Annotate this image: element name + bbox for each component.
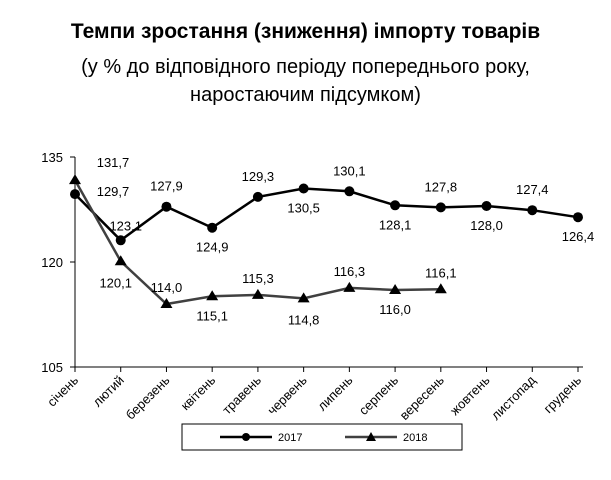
legend-label-2017: 2017 bbox=[278, 432, 302, 444]
data-point-2018 bbox=[297, 292, 310, 303]
data-point-2017 bbox=[161, 201, 172, 212]
data-point-2017 bbox=[298, 183, 309, 194]
data-point-2018 bbox=[206, 290, 219, 301]
data-label-2018: 114,8 bbox=[288, 312, 320, 327]
legend-marker-2017 bbox=[242, 433, 250, 441]
data-label-2018: 115,1 bbox=[196, 308, 228, 323]
data-label-2017: 129,3 bbox=[242, 169, 275, 184]
legend-label-2018: 2018 bbox=[403, 432, 427, 444]
chart-subtitle-line2: наростаючим підсумком) bbox=[190, 84, 421, 106]
data-label-2017: 128,0 bbox=[470, 218, 503, 233]
x-tick-label: жовтень bbox=[447, 372, 493, 418]
x-tick-label: червень bbox=[264, 372, 310, 418]
x-tick-label: вересень bbox=[397, 372, 447, 422]
x-tick-label: лютий bbox=[90, 373, 127, 410]
legend-marker-2018 bbox=[366, 432, 376, 441]
data-label-2018: 131,7 bbox=[97, 155, 130, 170]
x-tick-label: березень bbox=[123, 372, 173, 422]
x-tick-label: липень bbox=[314, 372, 355, 413]
data-point-2018 bbox=[434, 283, 447, 294]
y-tick-label: 105 bbox=[41, 360, 63, 375]
data-point-2017 bbox=[344, 186, 355, 197]
data-label-2017: 123,1 bbox=[109, 218, 142, 233]
chart-title: Темпи зростання (зниження) імпорту товар… bbox=[70, 20, 541, 43]
data-point-2017 bbox=[435, 202, 446, 213]
x-tick-label: грудень bbox=[541, 372, 585, 416]
data-point-2017 bbox=[115, 235, 126, 246]
x-tick-label: квітень bbox=[178, 372, 219, 413]
data-label-2017: 127,4 bbox=[516, 182, 549, 197]
data-point-2017 bbox=[70, 189, 80, 200]
data-point-2018 bbox=[114, 255, 127, 266]
y-tick-label: 120 bbox=[41, 255, 63, 270]
x-tick-label: серпень bbox=[356, 372, 402, 418]
x-tick-label: листопад bbox=[488, 372, 539, 423]
data-point-2017 bbox=[252, 191, 263, 202]
data-point-2018 bbox=[389, 284, 402, 294]
data-label-2017: 129,7 bbox=[97, 184, 130, 199]
data-point-2018 bbox=[343, 281, 356, 292]
data-label-2017: 130,5 bbox=[287, 201, 320, 216]
data-point-2017 bbox=[527, 205, 538, 216]
data-label-2018: 115,3 bbox=[242, 271, 274, 286]
data-label-2018: 114,0 bbox=[151, 280, 183, 295]
data-point-2017 bbox=[573, 212, 583, 223]
y-tick-label: 135 bbox=[41, 150, 63, 165]
data-point-2017 bbox=[481, 201, 492, 211]
data-label-2018: 120,1 bbox=[99, 275, 132, 290]
chart-subtitle-line1: (у % до відповідного періоду попередньог… bbox=[81, 56, 530, 78]
data-label-2017: 128,1 bbox=[379, 217, 412, 232]
data-label-2017: 130,1 bbox=[333, 163, 366, 178]
data-label-2018: 116,1 bbox=[425, 265, 457, 280]
data-label-2017: 127,9 bbox=[150, 179, 183, 194]
data-point-2017 bbox=[207, 222, 218, 233]
data-point-2017 bbox=[390, 200, 401, 211]
data-label-2018: 116,0 bbox=[379, 302, 411, 317]
series-line-2017 bbox=[74, 187, 579, 242]
legend bbox=[181, 423, 463, 451]
data-label-2018: 116,3 bbox=[334, 264, 366, 279]
x-tick-label: січень bbox=[44, 372, 81, 409]
x-tick-label: травень bbox=[219, 372, 264, 417]
data-point-2018 bbox=[160, 298, 173, 308]
data-label-2017: 127,8 bbox=[425, 179, 458, 194]
data-point-2018 bbox=[251, 288, 264, 299]
data-label-2017: 124,9 bbox=[196, 240, 229, 255]
data-label-2017: 126,4 bbox=[562, 229, 595, 244]
data-point-2018 bbox=[69, 174, 81, 185]
